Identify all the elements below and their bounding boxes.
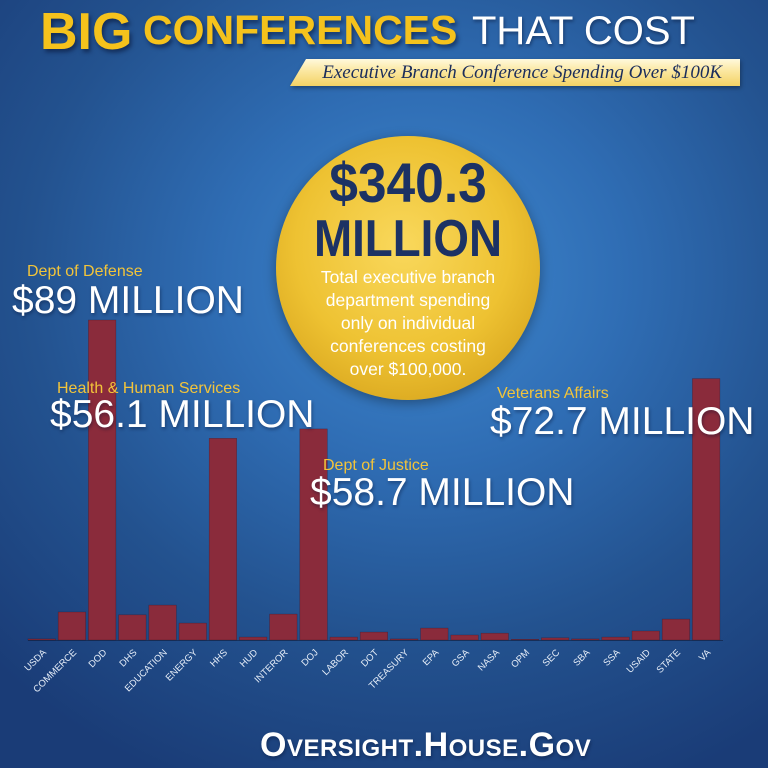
- annotation-va-value: $72.7 MILLION: [490, 400, 755, 443]
- total-unit: MILLION: [313, 210, 503, 268]
- footer-website: Oversight.House.Gov: [260, 726, 592, 764]
- subtitle-ribbon-band: Executive Branch Conference Spending Ove…: [290, 59, 740, 86]
- category-label-usda: USDA: [22, 647, 49, 674]
- category-label-ssa: SSA: [601, 647, 623, 669]
- category-label-labor: LABOR: [320, 647, 351, 678]
- bar-nasa: [480, 632, 509, 641]
- bar-hud: [239, 636, 268, 641]
- bar-hhs: [208, 437, 237, 641]
- category-label-usaid: USAID: [625, 647, 653, 675]
- bar-usaid: [631, 630, 660, 641]
- title-conferences-word: CONFERENCES: [143, 7, 458, 53]
- category-label-opm: OPM: [509, 647, 532, 670]
- subtitle-text: Executive Branch Conference Spending Ove…: [322, 62, 722, 83]
- category-label-va: VA: [697, 647, 714, 664]
- bar-energy: [178, 622, 207, 641]
- bar-ssa: [601, 636, 630, 641]
- total-description-line: only on individual: [340, 313, 476, 333]
- bar-usda: [27, 638, 56, 641]
- bar-gsa: [450, 634, 479, 641]
- category-label-hhs: HHS: [208, 647, 230, 669]
- total-description-line: over $100,000.: [349, 359, 467, 379]
- total-amount: $340.3: [329, 151, 487, 214]
- bar-dod: [88, 319, 117, 641]
- bar-dot: [359, 631, 389, 641]
- bar-education: [148, 604, 177, 641]
- annotation-va-label: Veterans Affairs: [497, 385, 609, 402]
- total-spending-circle: $340.3 MILLION Total executive branch de…: [276, 136, 540, 400]
- bar-sec: [541, 637, 570, 641]
- category-label-dhs: DHS: [117, 647, 139, 669]
- bar-opm: [510, 638, 540, 641]
- category-label-dot: DOT: [359, 647, 381, 669]
- bar-treasury: [390, 638, 419, 641]
- bar-commerce: [57, 611, 87, 641]
- category-label-energy: ENERGY: [164, 647, 201, 684]
- subtitle-ribbon: Executive Branch Conference Spending Ove…: [290, 59, 740, 86]
- bar-series: [27, 319, 721, 641]
- bar-doj: [299, 428, 328, 641]
- category-label-interor: INTEROR: [253, 647, 291, 685]
- bar-interor: [269, 613, 298, 641]
- total-description-line: Total executive branch: [320, 267, 496, 287]
- annotation-hhs-value: $56.1 MILLION: [50, 393, 315, 436]
- category-label-dod: DOD: [87, 647, 110, 670]
- bar-va: [692, 378, 721, 641]
- category-label-nasa: NASA: [476, 647, 503, 674]
- annotation-doj-value: $58.7 MILLION: [310, 471, 575, 514]
- total-description-line: department spending: [325, 290, 491, 310]
- total-description: Total executive branch department spendi…: [276, 266, 540, 381]
- bar-epa: [420, 627, 449, 641]
- category-label-gsa: GSA: [450, 647, 472, 669]
- category-label-state: STATE: [655, 647, 683, 675]
- total-description-line: conferences costing: [330, 336, 486, 356]
- bar-sba: [571, 638, 600, 641]
- category-label-doj: DOJ: [300, 647, 321, 668]
- annotation-dod-value: $89 MILLION: [12, 279, 244, 322]
- annotation-dod-label: Dept of Defense: [27, 263, 143, 280]
- category-label-epa: EPA: [421, 647, 442, 668]
- category-label-sba: SBA: [571, 647, 593, 669]
- title-that-cost-words: THAT COST: [472, 9, 695, 53]
- annotation-hhs-label: Health & Human Services: [57, 380, 241, 397]
- bar-labor: [329, 636, 358, 641]
- bar-state: [661, 618, 691, 641]
- title-big-word: BIG: [40, 3, 133, 61]
- category-label-sec: SEC: [541, 647, 563, 669]
- bar-dhs: [118, 614, 147, 641]
- category-label-hud: HUD: [238, 647, 260, 669]
- annotation-doj-label: Dept of Justice: [323, 457, 429, 474]
